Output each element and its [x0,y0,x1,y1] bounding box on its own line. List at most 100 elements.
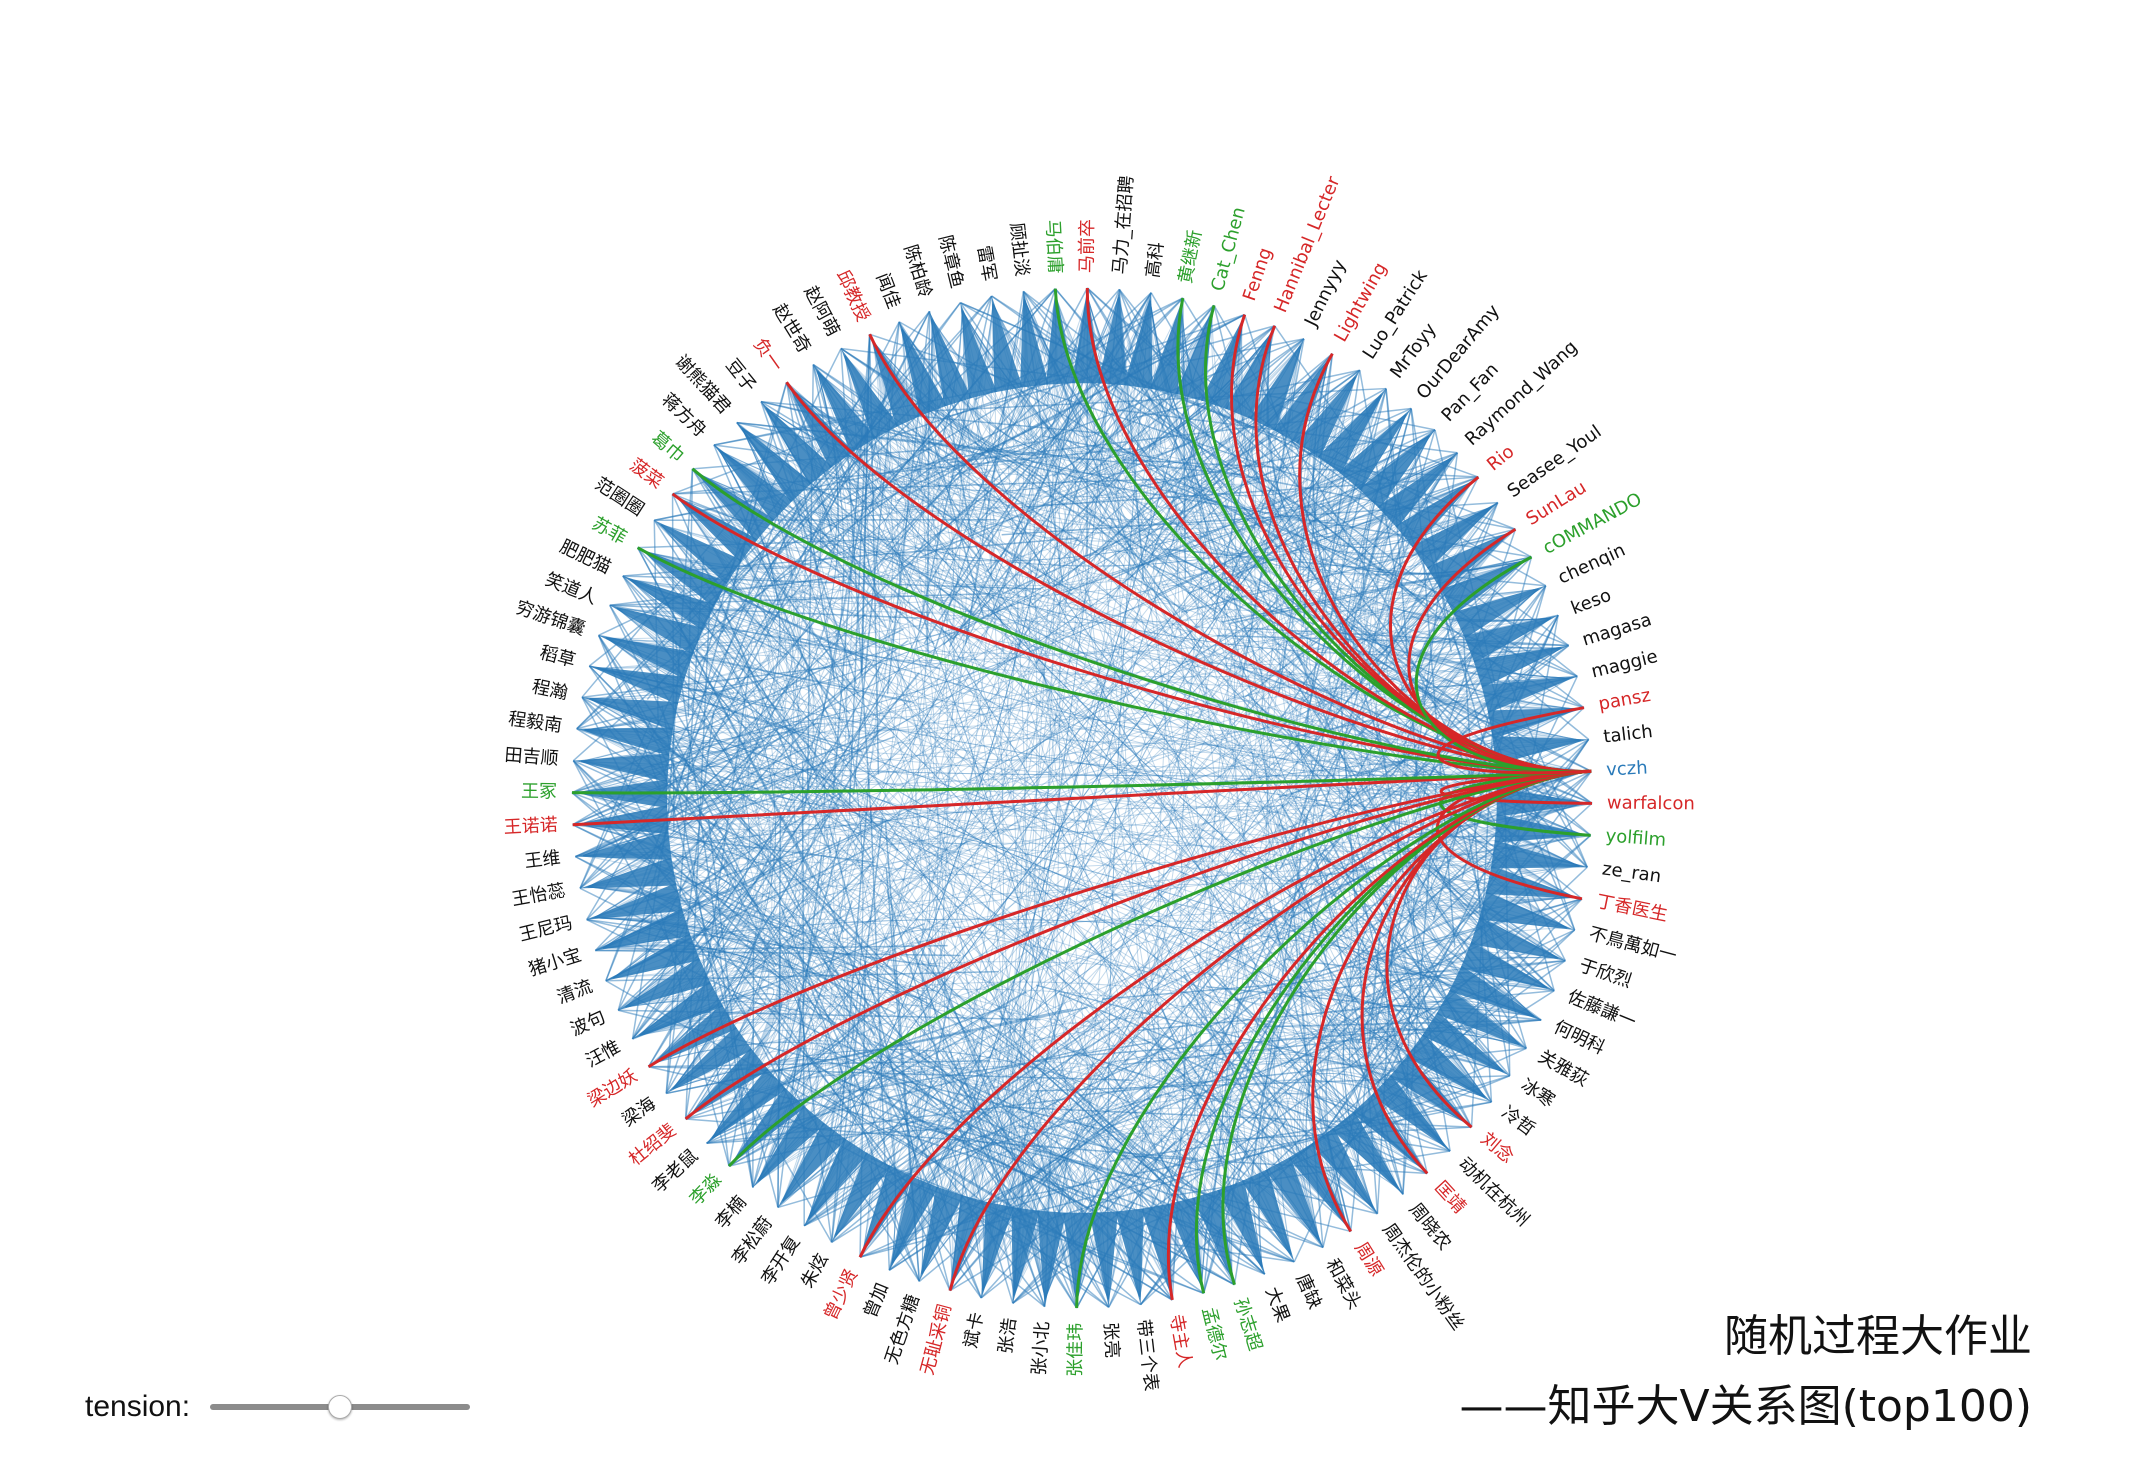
node-label[interactable]: 孙志超 [1229,1296,1265,1354]
node-label[interactable]: 高科 [1142,241,1168,280]
node-label[interactable]: 马伯庸 [1042,219,1066,274]
node-label[interactable]: 清流 [554,976,595,1009]
node-label[interactable]: ze_ran [1601,858,1663,887]
node-label[interactable]: 程毅南 [507,709,563,737]
node-label[interactable]: 陈章鱼 [934,233,967,290]
node-label[interactable]: 马前卒 [1076,219,1098,273]
node-label[interactable]: pansz [1597,685,1653,715]
relationship-edge [587,617,1551,888]
tension-slider[interactable] [210,1404,471,1410]
node-label[interactable]: 雷军 [973,244,1000,283]
node-label[interactable]: OurDearAmy [1412,300,1504,403]
relationship-edge [671,493,675,833]
relationship-edge [586,918,938,968]
node-label[interactable]: 黄继新 [1175,228,1206,285]
node-label[interactable]: 丁香医生 [1595,891,1670,926]
node-label[interactable]: 程瀚 [530,676,569,704]
node-label[interactable]: 大果 [1261,1284,1294,1325]
node-label[interactable]: 周杰伦的小粉丝 [1378,1220,1468,1335]
relationship-edge [931,387,1387,412]
relationship-edge [589,698,897,1263]
node-label[interactable]: 穷游锦囊 [513,597,588,640]
node-label[interactable]: 曾少贤 [820,1266,862,1324]
node-label[interactable]: 刘念 [1477,1128,1519,1168]
node-label[interactable]: 猪小宝 [526,944,584,980]
node-label[interactable]: Fenng [1239,245,1276,304]
node-spike [1249,338,1304,431]
node-label[interactable]: 汪惟 [582,1036,624,1072]
node-label[interactable]: warfalcon [1607,792,1695,814]
node-label[interactable]: 冰寒 [1517,1075,1559,1112]
node-label[interactable]: 张亮 [1099,1322,1122,1359]
node-label[interactable]: 何明科 [1550,1017,1608,1059]
node-label[interactable]: maggie [1589,646,1660,682]
node-label[interactable]: 无耻采铜 [917,1302,956,1377]
node-label[interactable]: 李淼 [686,1169,726,1210]
relationship-edge [951,305,1182,1284]
relationship-edge [698,473,1292,1255]
relationship-edge [803,1026,1121,1227]
relationship-edge [613,299,1025,979]
node-label[interactable]: talich [1602,721,1653,748]
node-label[interactable]: Rio [1483,441,1518,475]
node-label[interactable]: 波句 [567,1007,608,1041]
node-label[interactable]: 菠菜 [626,455,667,493]
node-label[interactable]: yolfilm [1605,825,1667,850]
node-label[interactable]: 闻佳 [872,270,905,311]
node-label[interactable]: 张浩 [995,1317,1021,1356]
node-label[interactable]: 孟德尔 [1198,1305,1231,1362]
node-label[interactable]: magasa [1580,609,1654,650]
node-label[interactable]: 肥肥猫 [556,536,614,578]
node-label[interactable]: 寺主人 [1165,1313,1195,1370]
node-label[interactable]: 苏菲 [588,513,630,549]
node-label[interactable]: 曾加 [860,1280,893,1321]
node-label[interactable]: 和菜头 [1321,1255,1365,1313]
node-label[interactable]: 顾扯淡 [1006,222,1033,278]
node-label[interactable]: 张佳玮 [1065,1323,1087,1377]
node-label[interactable]: Seasee_Youl [1504,421,1606,502]
node-label[interactable]: 豆子 [721,355,760,396]
node-label[interactable]: 匡靖 [1430,1177,1470,1218]
node-label[interactable]: 王尼玛 [517,913,574,946]
node-label[interactable]: 笑道人 [542,569,600,609]
node-label[interactable]: 马力_在招聘 [1109,175,1137,275]
node-label[interactable]: 陈柏龄 [899,242,935,300]
node-label[interactable]: keso [1568,585,1614,619]
node-label[interactable]: 于欣烈 [1576,955,1634,992]
node-label[interactable]: 朱炫 [797,1250,833,1292]
node-label[interactable]: 斌卡 [960,1310,988,1349]
relationship-edge [1108,1101,1492,1163]
node-label[interactable]: 周源 [1350,1238,1387,1280]
relationship-edge [1249,369,1361,453]
node-label[interactable]: 王诺诺 [503,814,558,838]
node-label[interactable]: 梁海 [618,1093,660,1131]
node-label[interactable]: 邱教授 [832,267,874,325]
node-label[interactable]: 王冢 [521,781,557,802]
node-label[interactable]: 张小北 [1029,1321,1054,1376]
node-label[interactable]: 王怡蕊 [510,880,567,910]
node-label[interactable]: 冷哲 [1498,1102,1539,1140]
node-label[interactable]: 李楠 [711,1192,750,1233]
node-label[interactable]: 葛巾 [647,427,688,466]
node-label[interactable]: 动机在杭州 [1454,1153,1533,1230]
relationship-edge [1183,974,1324,1248]
relationship-edge [660,524,1558,959]
node-label[interactable]: 田吉顺 [504,745,559,770]
relationship-edge [1169,552,1592,772]
node-label[interactable]: 负一 [749,334,787,376]
relationship-edge [785,382,833,532]
node-label[interactable]: Cat_Chen [1207,205,1250,294]
node-label[interactable]: 稻草 [538,642,578,672]
relationship-edge [706,1127,954,1144]
node-spike [919,1186,964,1282]
node-spike [777,1122,847,1208]
node-label[interactable]: 带三个表 [1132,1318,1161,1392]
node-label[interactable]: vczh [1606,757,1648,780]
node-label[interactable]: 无色方糖 [881,1292,924,1367]
node-spike [1492,736,1589,765]
node-label[interactable]: 王维 [523,847,561,872]
relationship-edge [1362,951,1542,1021]
relationship-edge [1402,978,1412,1195]
relationship-edge [691,468,862,698]
node-label[interactable]: 唐缺 [1291,1271,1325,1312]
